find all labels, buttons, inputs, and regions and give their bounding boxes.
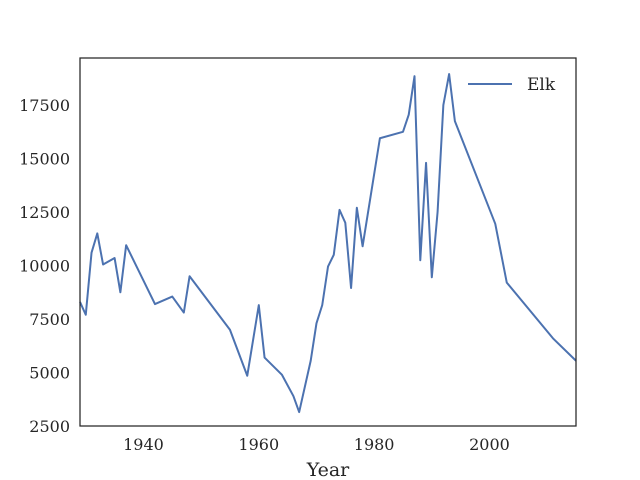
y-tick-label: 15000	[19, 150, 70, 169]
y-tick-label: 17500	[19, 96, 70, 115]
x-tick-label: 1940	[123, 435, 164, 454]
legend-label: Elk	[527, 75, 556, 95]
y-tick-label: 10000	[19, 257, 70, 276]
y-tick-label: 2500	[29, 417, 70, 436]
x-tick-label: 1980	[354, 435, 395, 454]
x-axis-label: Year	[306, 459, 350, 480]
plot-area	[80, 58, 576, 426]
x-axis-ticks: 1940 1960 1980 2000	[123, 435, 510, 454]
series-lines	[79, 73, 577, 414]
x-tick-label: 2000	[469, 435, 510, 454]
legend: Elk	[468, 75, 556, 95]
y-tick-label: 7500	[29, 310, 70, 329]
x-tick-label: 1960	[238, 435, 279, 454]
series-line-elk	[79, 73, 577, 414]
y-tick-label: 12500	[19, 203, 70, 222]
y-axis-ticks: 2500 5000 7500 10000 12500 15000 17500	[19, 96, 70, 436]
plot-frame	[79, 57, 577, 427]
y-tick-label: 5000	[29, 364, 70, 383]
